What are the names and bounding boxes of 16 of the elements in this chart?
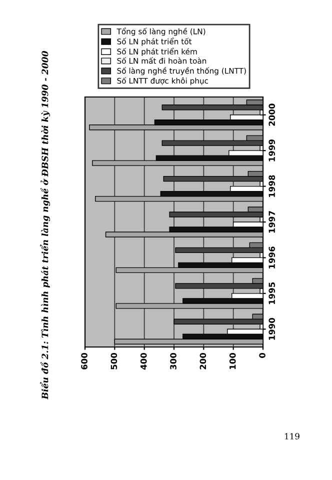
text: 119 [285, 433, 300, 440]
x-tick-label: 400 [140, 352, 147, 370]
y-tick-label: 1997 [268, 211, 276, 233]
y-tick-label: 1998 [268, 175, 276, 197]
x-tick-label: 0 [259, 352, 266, 358]
text: Biểu đồ 2.1: Tình hình phát triển làng nghề ở ĐBSH thời kỳ 1990 - 2000 [40, 50, 50, 400]
y-tick-label: 1999 [268, 140, 276, 162]
x-tick-label: 600 [81, 352, 88, 370]
x-tick-label: 300 [170, 352, 176, 370]
x-tick-label: 200 [200, 352, 206, 370]
y-tick-label: 1990 [268, 318, 276, 340]
y-tick-label: 1996 [268, 246, 276, 268]
x-tick-label: 100 [229, 352, 236, 370]
y-tick-label: 2000 [268, 104, 276, 126]
x-tick-label: 500 [110, 352, 118, 370]
y-tick-label: 1995 [268, 282, 276, 304]
